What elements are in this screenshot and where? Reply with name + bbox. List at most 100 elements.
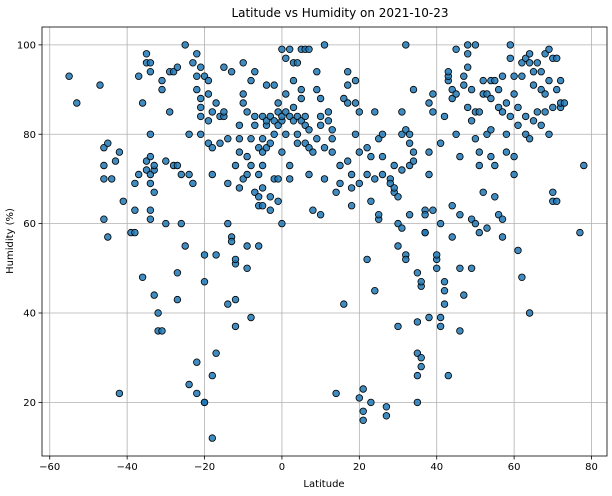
data-point [131,228,139,237]
data-point [452,45,460,53]
data-point [471,41,480,49]
data-point [460,291,468,299]
data-point [576,228,584,237]
data-point [456,327,464,335]
data-point [235,121,244,129]
data-point [146,67,155,76]
data-point [545,76,553,85]
data-point [266,206,274,214]
data-point [274,197,282,205]
data-point [344,99,352,107]
data-point [409,148,418,156]
x-tick-label: 0 [279,462,285,473]
data-point [514,121,522,129]
data-point [278,148,286,156]
y-tick-label: 20 [23,398,36,409]
data-point [104,139,112,147]
data-point [146,59,155,67]
y-tick-label: 100 [17,40,36,51]
data-point [444,67,452,76]
data-point [402,41,410,49]
data-point [138,99,147,107]
data-point [196,130,205,138]
data-point [65,72,73,80]
data-point [537,67,545,76]
data-point [266,193,274,201]
data-point [471,134,480,143]
data-point [405,130,414,138]
data-point [429,90,437,98]
data-point [529,117,538,125]
data-point [193,50,201,58]
data-point [134,72,143,80]
data-point [367,152,375,161]
data-point [239,99,247,107]
data-point [138,273,147,281]
data-point [464,63,472,71]
data-point [324,108,333,116]
data-point [224,300,232,308]
data-point [537,121,545,129]
data-point [297,94,305,103]
data-point [258,201,267,210]
data-point [189,179,197,188]
data-point [436,322,445,331]
data-point [351,76,360,85]
data-point [282,130,290,138]
grid [42,27,607,456]
data-point [115,148,124,156]
data-point [297,85,305,94]
data-point [549,188,557,196]
data-point [367,398,375,407]
data-point [464,103,472,112]
data-point [479,188,487,196]
data-point [262,81,271,89]
data-point [502,99,511,107]
data-point [355,394,363,402]
data-point [413,269,422,277]
data-point [440,278,449,286]
data-point [235,184,244,192]
data-point [417,278,425,286]
data-point [475,228,483,237]
data-point [293,59,302,67]
data-point [247,313,255,322]
data-point [258,134,267,143]
data-point [196,94,205,103]
data-point [475,148,483,156]
data-point [328,134,336,143]
data-point [402,255,410,264]
data-point [355,108,363,116]
data-point [413,398,422,407]
data-point [100,215,108,223]
data-point [510,152,518,161]
data-point [255,193,263,201]
data-point [200,278,209,286]
data-point [367,197,375,205]
data-point [398,166,406,174]
data-point [545,45,553,53]
data-point [146,179,155,188]
data-point [405,139,414,147]
chart-title: Latitude vs Humidity on 2021-10-23 [231,6,448,20]
data-point [541,90,549,98]
data-point [146,152,155,161]
data-point [533,59,541,67]
data-point [305,45,313,53]
data-point [150,161,158,170]
data-point [498,215,507,223]
data-point [347,170,356,179]
data-point [332,389,340,398]
data-point [498,72,507,80]
data-point [421,210,429,219]
data-point [193,389,201,398]
data-point [344,81,352,89]
data-point [444,371,452,380]
data-point [390,184,398,192]
data-point [309,148,317,156]
data-point [131,179,139,188]
data-point [409,157,418,165]
x-tick-label: 60 [508,462,521,473]
data-point [146,130,155,138]
